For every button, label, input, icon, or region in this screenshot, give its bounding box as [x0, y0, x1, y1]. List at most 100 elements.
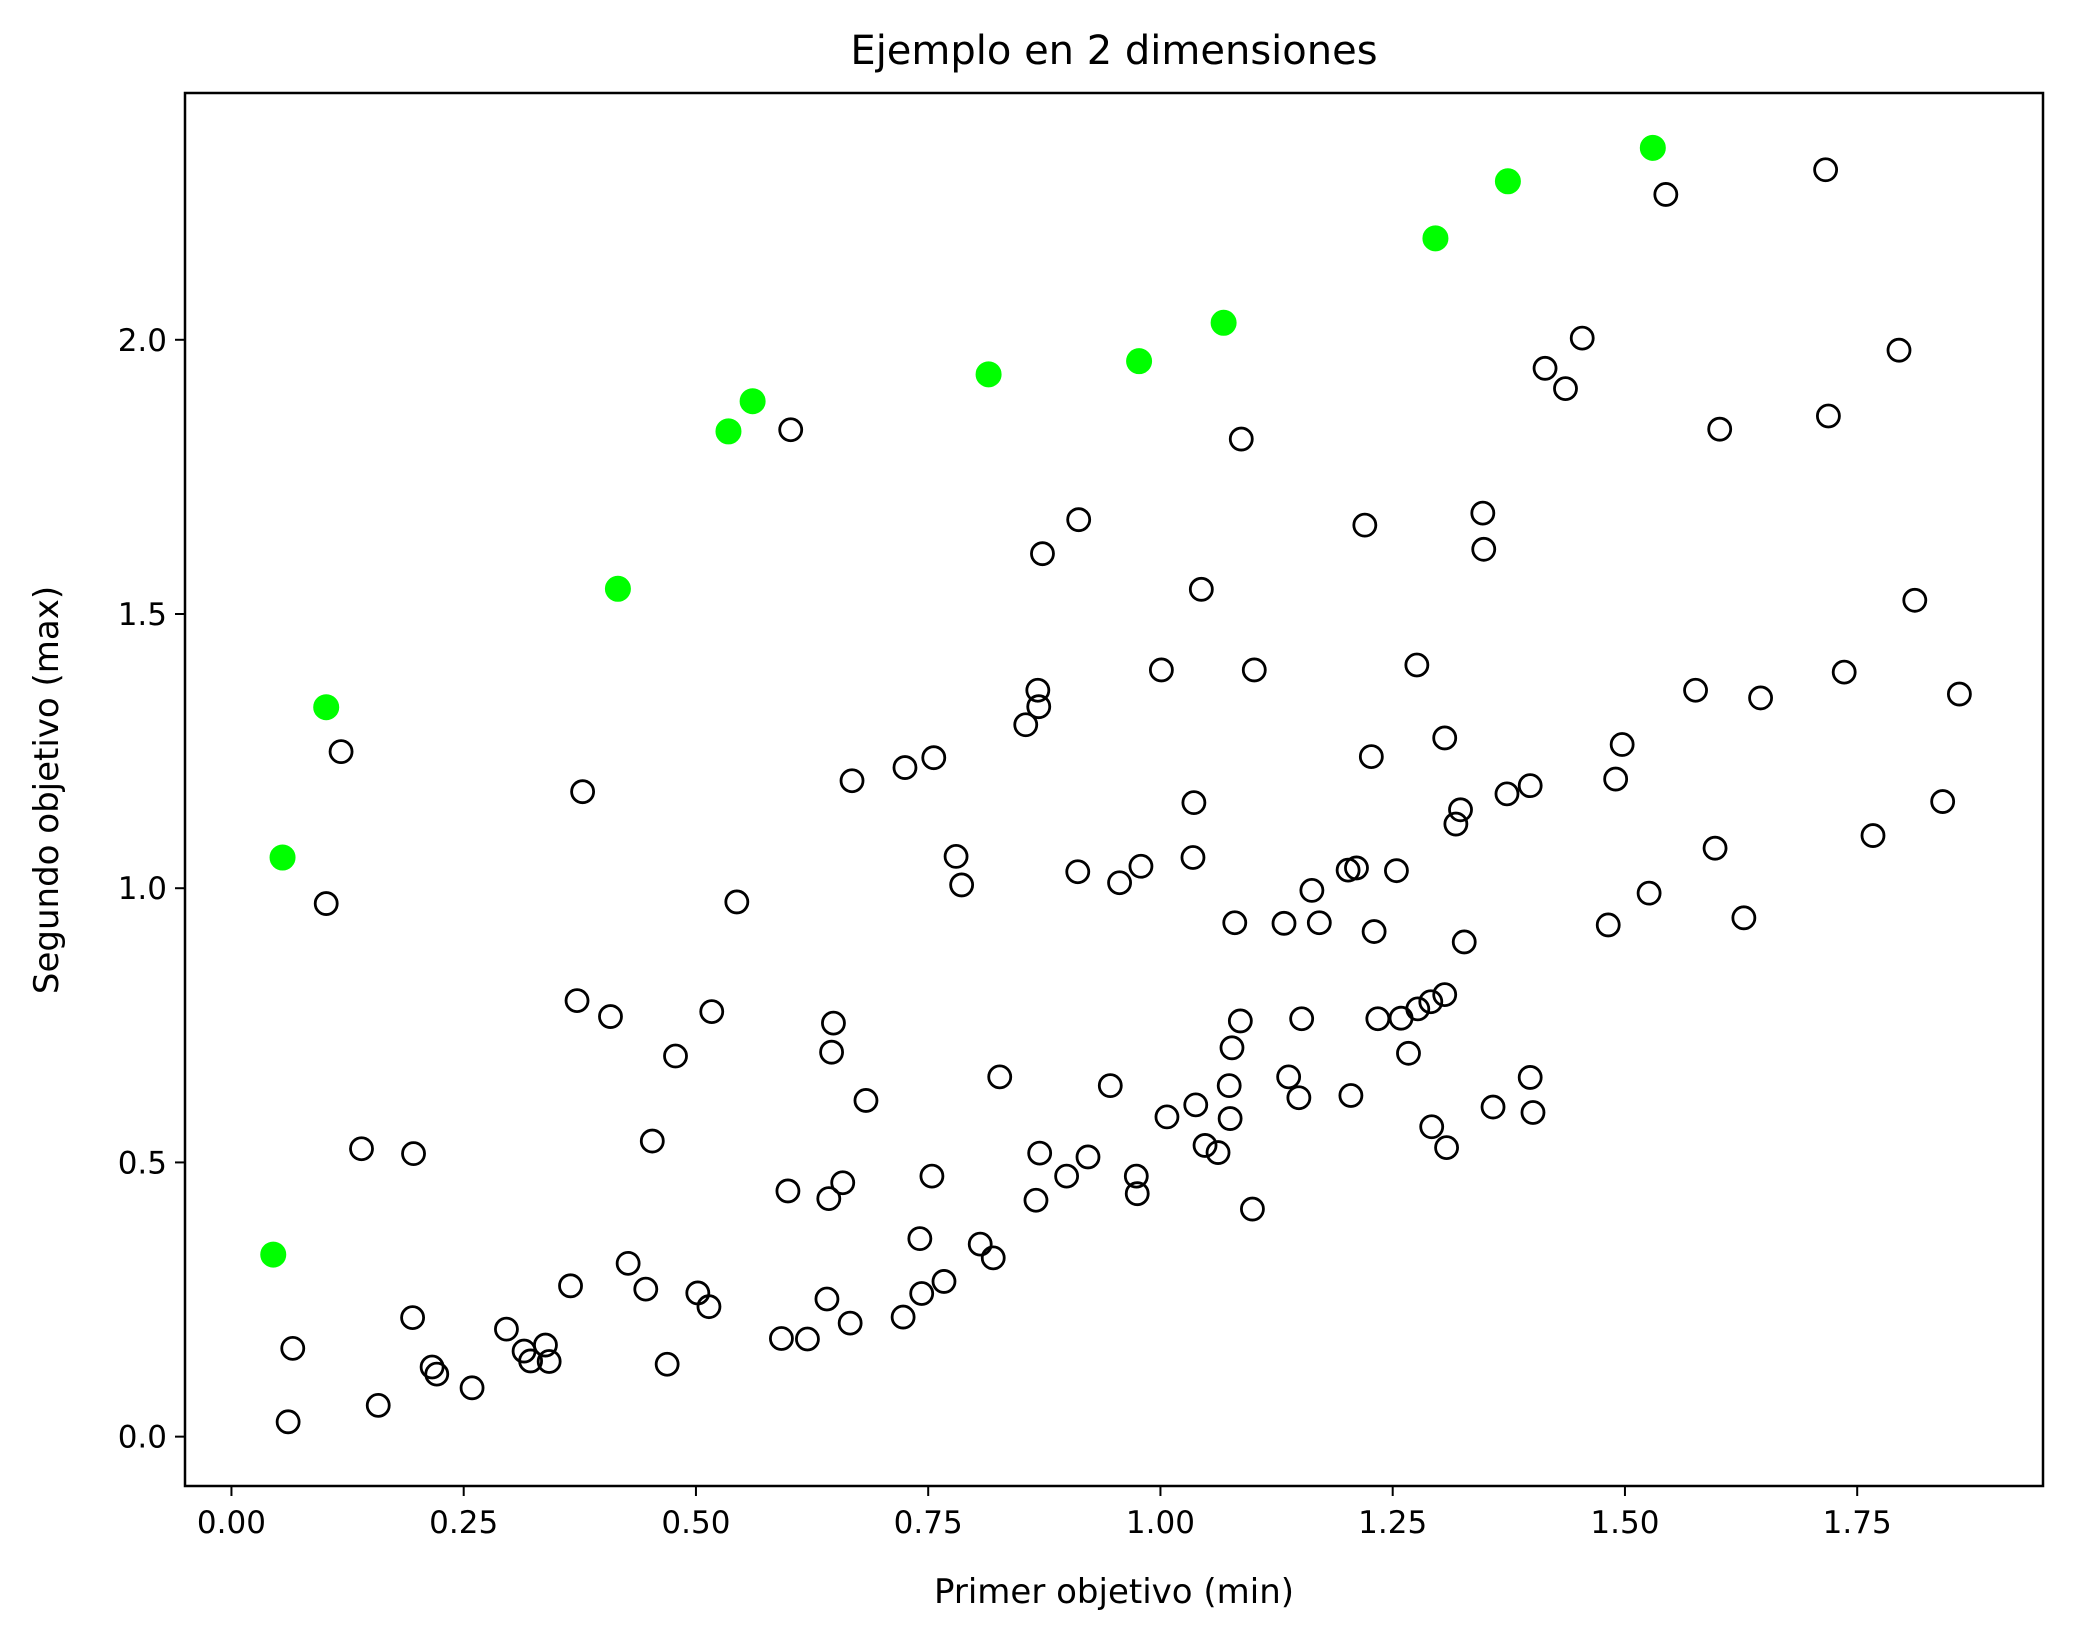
data-point: [1595, 912, 1621, 938]
x-tick-label: 0.00: [197, 1505, 266, 1541]
data-point: [1124, 1181, 1150, 1207]
data-point: [1831, 659, 1857, 685]
data-point: [1075, 1144, 1101, 1170]
data-point: [1683, 677, 1708, 703]
data-point: [769, 1326, 794, 1351]
data-point: [1026, 694, 1052, 720]
data-point: [1532, 355, 1558, 381]
data-point: [1065, 859, 1091, 885]
data-points: [260, 134, 1972, 1435]
data-point: [558, 1273, 583, 1299]
data-point: [1241, 657, 1267, 683]
data-point: [1517, 773, 1543, 799]
data-point: [1603, 766, 1629, 792]
data-point: [1520, 1100, 1546, 1125]
data-point: [564, 988, 590, 1014]
data-point: [921, 745, 947, 771]
y-axis-label: Segundo objetivo (max): [27, 586, 67, 994]
x-axis-label: Primer objetivo (min): [934, 1572, 1294, 1612]
data-point: [1396, 1040, 1421, 1066]
data-point: [1384, 858, 1409, 884]
x-tick-label: 0.75: [894, 1505, 963, 1541]
x-tick-label: 0.50: [661, 1505, 730, 1541]
y-tick-label: 1.0: [118, 871, 167, 907]
data-point: [778, 417, 804, 443]
data-point: [1222, 910, 1248, 936]
data-point: [1289, 1006, 1315, 1032]
data-point: [1470, 500, 1496, 526]
data-point: [1702, 835, 1728, 861]
data-point: [830, 1170, 856, 1196]
data-point: [1271, 910, 1297, 936]
data-point: [533, 1332, 558, 1358]
data-point: [1205, 1140, 1231, 1165]
chart-title: Ejemplo en 2 dimensiones: [850, 28, 1377, 74]
pareto-point: [269, 844, 296, 871]
pareto-point: [1210, 309, 1237, 336]
data-point: [1219, 1035, 1245, 1061]
data-point: [1128, 853, 1154, 879]
data-point: [724, 889, 750, 915]
data-point: [775, 1178, 801, 1204]
data-point: [909, 1281, 935, 1306]
data-point: [615, 1250, 641, 1276]
data-point: [1276, 1064, 1302, 1090]
data-point: [1419, 1114, 1445, 1140]
data-point: [1358, 744, 1384, 769]
x-axis: 0.00 0.25 0.50 0.75 1.00 1.25 1.50 1.75: [197, 1486, 1892, 1541]
data-point: [365, 1392, 391, 1418]
data-point: [494, 1316, 519, 1342]
data-point: [1930, 789, 1956, 814]
data-point: [1192, 1133, 1218, 1158]
data-point: [1217, 1106, 1243, 1131]
y-tick-label: 0.0: [118, 1420, 167, 1456]
data-point: [1123, 1163, 1149, 1189]
data-point: [1188, 576, 1214, 602]
plot-area: [183, 91, 2045, 1488]
data-point: [1886, 337, 1912, 363]
data-point: [1494, 781, 1520, 807]
data-point: [1154, 1104, 1180, 1130]
data-point: [459, 1375, 485, 1401]
data-point: [654, 1351, 680, 1377]
data-point: [1860, 823, 1886, 848]
data-point: [795, 1326, 820, 1352]
data-point: [816, 1186, 842, 1212]
data-point: [1443, 811, 1469, 837]
data-point: [949, 872, 975, 898]
data-point: [1107, 870, 1132, 896]
data-point: [1097, 1073, 1123, 1099]
data-point: [1183, 1092, 1209, 1118]
data-point: [1609, 732, 1635, 757]
data-point: [943, 844, 969, 869]
y-tick-label: 2.0: [118, 323, 167, 359]
data-point: [1816, 403, 1841, 429]
data-point: [639, 1128, 665, 1154]
data-point: [536, 1349, 562, 1374]
data-point: [1813, 157, 1839, 183]
y-tick-label: 0.5: [118, 1145, 167, 1181]
pareto-point: [975, 361, 1002, 388]
data-point: [1480, 1094, 1506, 1120]
data-point: [424, 1361, 450, 1387]
data-point: [275, 1409, 301, 1435]
pareto-point: [604, 575, 631, 602]
data-point: [931, 1269, 957, 1294]
data-point: [570, 779, 596, 805]
data-point: [987, 1064, 1013, 1090]
data-point: [1405, 996, 1431, 1022]
data-point: [1517, 1065, 1543, 1090]
data-point: [814, 1286, 840, 1312]
pareto-point: [1494, 168, 1521, 195]
data-point: [1299, 878, 1325, 903]
x-tick-label: 1.50: [1590, 1505, 1659, 1541]
data-point: [419, 1354, 445, 1380]
y-tick-label: 1.5: [118, 597, 167, 633]
data-point: [633, 1276, 659, 1302]
data-point: [1448, 797, 1473, 823]
data-point: [349, 1136, 374, 1162]
data-point: [892, 755, 918, 780]
data-point: [1344, 855, 1369, 881]
data-point: [1180, 845, 1206, 870]
